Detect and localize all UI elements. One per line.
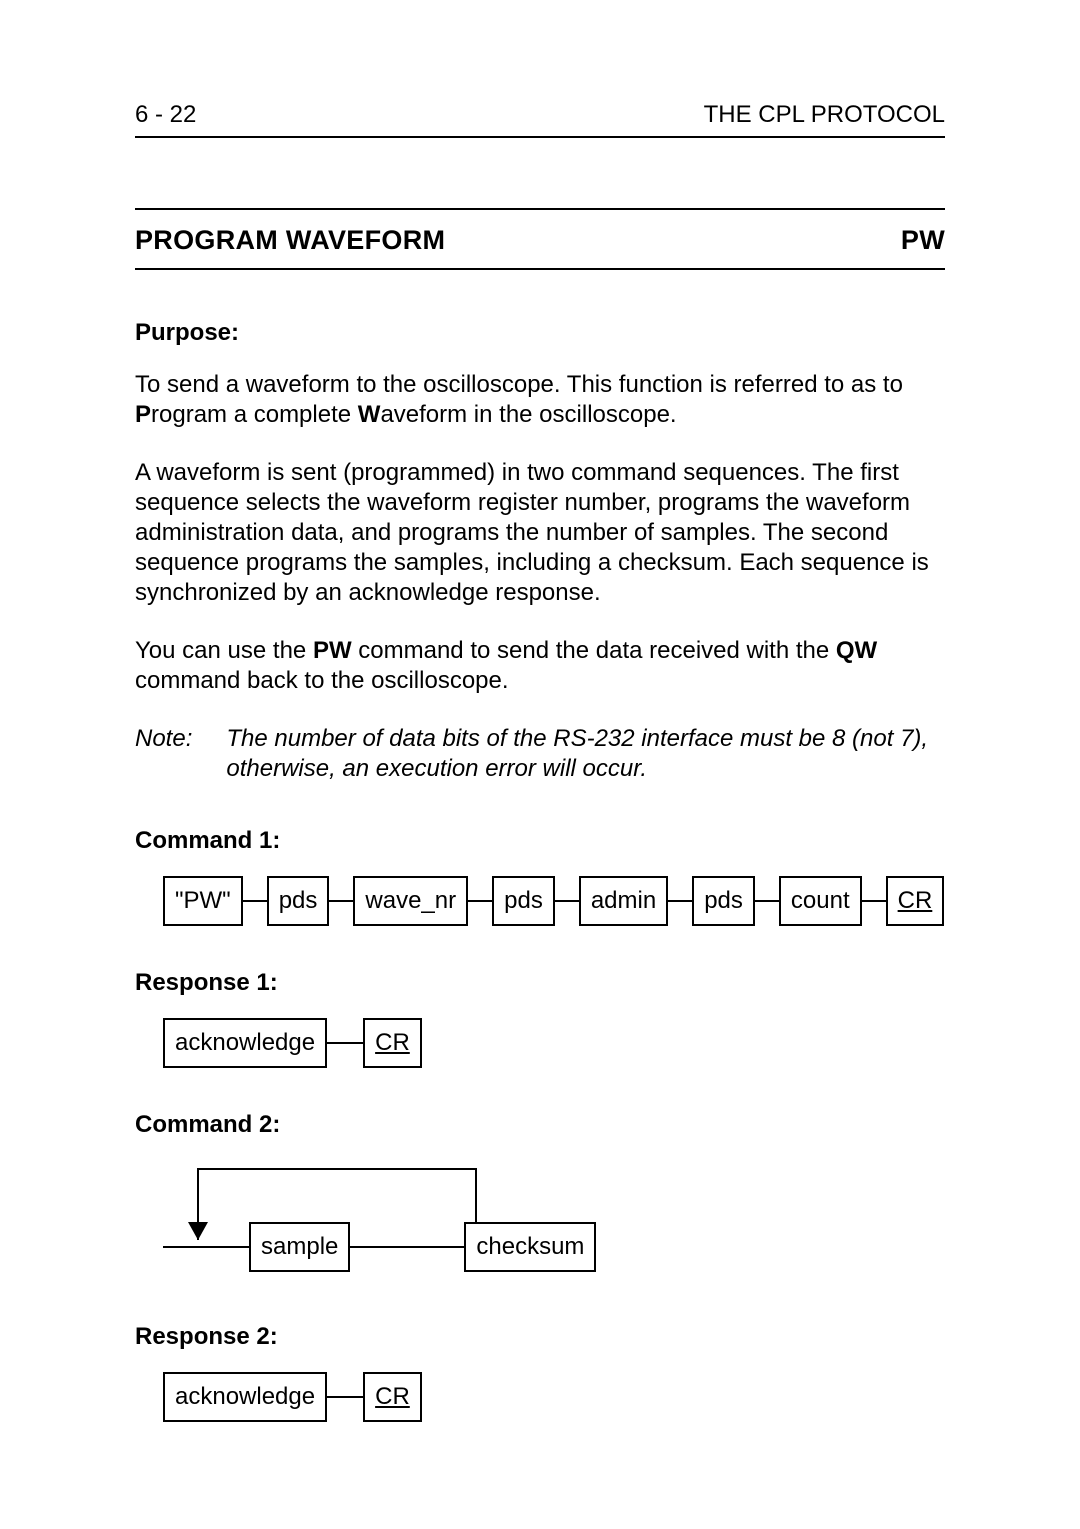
response2-heading: Response 2: [135, 1322, 945, 1352]
box-wave-nr: wave_nr [353, 876, 468, 926]
purpose-heading: Purpose: [135, 318, 945, 348]
section-title-bar: PROGRAM WAVEFORM PW [135, 208, 945, 270]
note: Note: The number of data bits of the RS-… [135, 724, 945, 784]
command1-heading: Command 1: [135, 826, 945, 856]
box-cr: CR [363, 1018, 422, 1068]
connector [668, 900, 692, 902]
box-sample: sample [249, 1222, 350, 1272]
note-text: The number of data bits of the RS-232 in… [226, 724, 945, 784]
purpose-paragraph-2: A waveform is sent (programmed) in two c… [135, 458, 945, 608]
connector [862, 900, 886, 902]
diagram-row: "PW" pds wave_nr pds admin pds count CR [135, 876, 945, 926]
page: 6 - 22 THE CPL PROTOCOL PROGRAM WAVEFORM… [0, 0, 1080, 1494]
text-span: command back to the oscilloscope. [135, 667, 509, 694]
bold-span: W [358, 401, 381, 428]
box-pds: pds [692, 876, 755, 926]
bold-span: PW [313, 637, 352, 664]
text-span: You can use the [135, 637, 313, 664]
box-cr: CR [886, 876, 945, 926]
connector [329, 900, 353, 902]
connector [243, 900, 267, 902]
connector [755, 900, 779, 902]
connector [327, 1396, 363, 1398]
command2-diagram: sample checksum [135, 1160, 945, 1280]
box-cr: CR [363, 1372, 422, 1422]
diagram-row: acknowledge CR [135, 1372, 945, 1422]
box-admin: admin [579, 876, 668, 926]
bold-span: QW [836, 637, 877, 664]
box-pds: pds [267, 876, 330, 926]
response2-diagram: acknowledge CR [135, 1372, 945, 1422]
connector [350, 1246, 464, 1248]
note-label: Note: [135, 724, 192, 784]
text-span: command to send the data received with t… [352, 637, 836, 664]
box-count: count [779, 876, 862, 926]
text-span: aveform in the oscilloscope. [380, 401, 676, 428]
connector [163, 1246, 249, 1248]
command2-heading: Command 2: [135, 1110, 945, 1140]
bold-span: P [135, 401, 151, 428]
connector [327, 1042, 363, 1044]
box-pds: pds [492, 876, 555, 926]
diagram-row: sample checksum [163, 1222, 596, 1272]
box-checksum: checksum [464, 1222, 596, 1272]
section-code: PW [901, 224, 945, 258]
text-span: rogram a complete [151, 401, 358, 428]
box-acknowledge: acknowledge [163, 1018, 327, 1068]
box-acknowledge: acknowledge [163, 1372, 327, 1422]
box-pw: "PW" [163, 876, 243, 926]
purpose-paragraph-3: You can use the PW command to send the d… [135, 636, 945, 696]
page-header: 6 - 22 THE CPL PROTOCOL [135, 100, 945, 138]
text-span: To send a waveform to the oscilloscope. … [135, 371, 903, 398]
section-title: PROGRAM WAVEFORM [135, 224, 445, 258]
response1-heading: Response 1: [135, 968, 945, 998]
loop-line-top [197, 1168, 477, 1170]
page-number: 6 - 22 [135, 100, 196, 130]
connector [555, 900, 579, 902]
command1-diagram: "PW" pds wave_nr pds admin pds count CR [135, 876, 945, 926]
diagram-row: acknowledge CR [135, 1018, 945, 1068]
response1-diagram: acknowledge CR [135, 1018, 945, 1068]
connector [468, 900, 492, 902]
page-header-title: THE CPL PROTOCOL [704, 100, 945, 130]
purpose-paragraph-1: To send a waveform to the oscilloscope. … [135, 370, 945, 430]
